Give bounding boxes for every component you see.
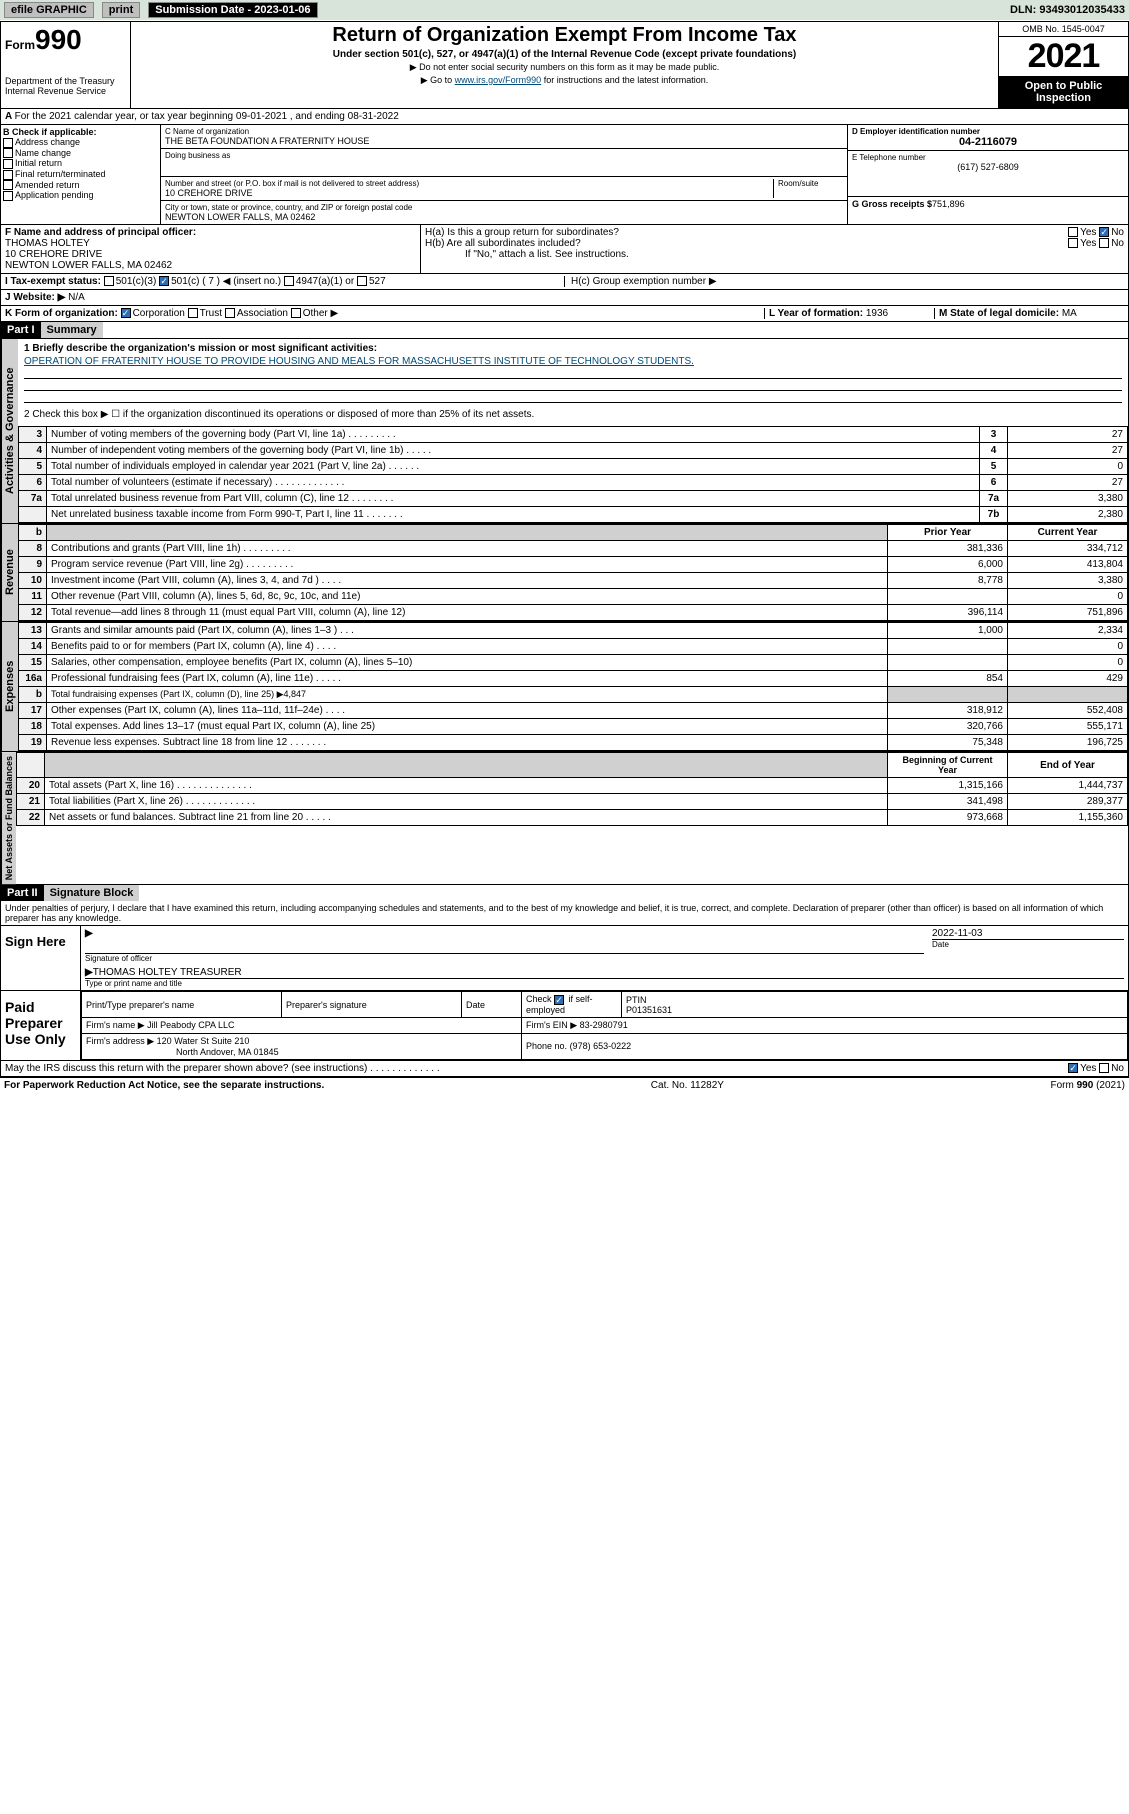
sign-here-label: Sign Here xyxy=(1,926,81,990)
box-i: I Tax-exempt status: 501(c)(3) 501(c) ( … xyxy=(5,276,565,287)
line-a: A For the 2021 calendar year, or tax yea… xyxy=(1,109,1128,125)
box-l: L Year of formation: 1936 xyxy=(764,308,934,319)
footer: For Paperwork Reduction Act Notice, see … xyxy=(0,1078,1129,1093)
efile-btn[interactable]: efile GRAPHIC xyxy=(4,2,94,18)
tab-expenses: Expenses xyxy=(1,622,18,751)
netassets-table: Beginning of Current YearEnd of Year 20T… xyxy=(16,752,1128,826)
print-btn[interactable]: print xyxy=(102,2,140,18)
irs-link[interactable]: www.irs.gov/Form990 xyxy=(455,75,542,85)
preparer-table: Print/Type preparer's name Preparer's si… xyxy=(81,991,1128,1060)
box-f: F Name and address of principal officer:… xyxy=(1,225,421,273)
subdate-btn: Submission Date - 2023-01-06 xyxy=(148,2,317,18)
box-h: H(a) Is this a group return for subordin… xyxy=(421,225,1128,273)
dln: DLN: 93493012035433 xyxy=(1010,4,1125,16)
box-k: K Form of organization: Corporation Trus… xyxy=(5,308,764,319)
tab-revenue: Revenue xyxy=(1,524,18,621)
topbar: efile GRAPHIC print Submission Date - 20… xyxy=(0,0,1129,20)
tab-governance: Activities & Governance xyxy=(1,339,18,523)
box-hc: H(c) Group exemption number ▶ xyxy=(565,276,1124,287)
form-id-box: Form990 Department of the Treasury Inter… xyxy=(1,22,131,108)
discuss-row: May the IRS discuss this return with the… xyxy=(1,1061,1128,1077)
revenue-table: bPrior YearCurrent Year 8Contributions a… xyxy=(18,524,1128,621)
box-b: B Check if applicable: Address change Na… xyxy=(1,125,161,224)
governance-table: 3Number of voting members of the governi… xyxy=(18,426,1128,523)
tab-netassets: Net Assets or Fund Balances xyxy=(1,752,16,884)
expenses-table: 13Grants and similar amounts paid (Part … xyxy=(18,622,1128,751)
declaration: Under penalties of perjury, I declare th… xyxy=(1,901,1128,926)
part1-header: Part ISummary xyxy=(1,322,1128,338)
box-deg: D Employer identification number04-21160… xyxy=(848,125,1128,224)
box-c: C Name of organizationTHE BETA FOUNDATIO… xyxy=(161,125,848,224)
part2-header: Part IISignature Block xyxy=(1,885,1128,901)
form-title-box: Return of Organization Exempt From Incom… xyxy=(131,22,998,108)
box-m: M State of legal domicile: MA xyxy=(934,308,1124,319)
paid-preparer-label: Paid Preparer Use Only xyxy=(1,991,81,1060)
form-990: Form990 Department of the Treasury Inter… xyxy=(0,21,1129,1078)
year-box: OMB No. 1545-0047 2021 Open to Public In… xyxy=(998,22,1128,108)
box-j: J Website: ▶ N/A xyxy=(1,290,1128,306)
